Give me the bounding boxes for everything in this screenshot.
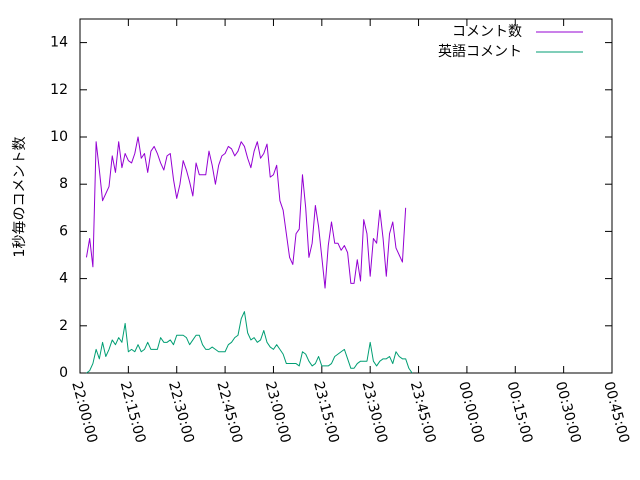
series-line-2: [86, 311, 413, 374]
series-line-1: [85, 136, 407, 289]
y-tick-label: 0: [59, 365, 68, 381]
legend-label-2: 英語コメント: [438, 43, 522, 60]
y-tick-label: 10: [50, 129, 68, 145]
y-axis-label: 1秒毎のコメント数: [12, 137, 28, 258]
y-tick-label: 4: [59, 271, 68, 287]
legend-label-1: コメント数: [452, 24, 522, 40]
y-tick-label: 12: [50, 82, 68, 98]
plot-frame: [79, 18, 613, 374]
y-tick-label: 2: [59, 318, 68, 334]
y-tick-label: 6: [59, 223, 68, 239]
y-tick-label: 14: [50, 35, 68, 51]
y-tick-label: 8: [59, 176, 68, 192]
